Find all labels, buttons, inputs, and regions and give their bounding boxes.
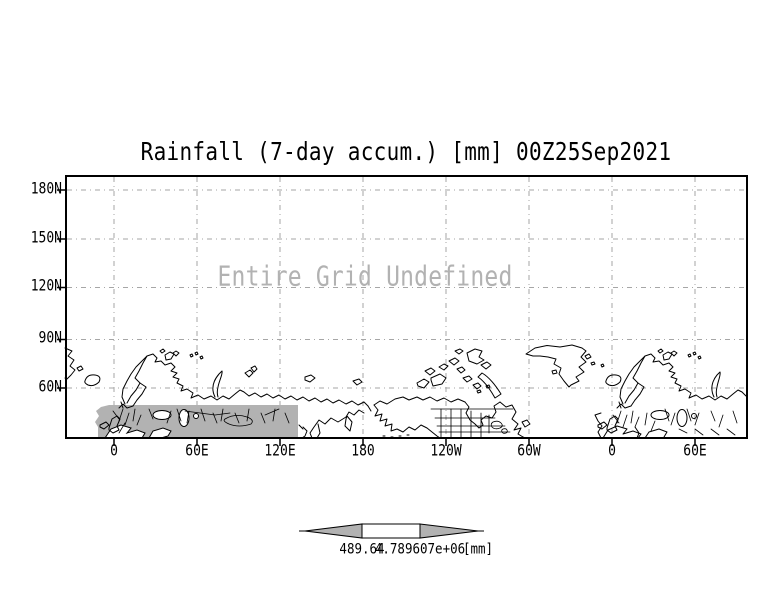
x-axis-label-0a: 0 [110, 442, 118, 461]
political-borders [112, 408, 738, 439]
grid-lines [67, 177, 746, 437]
y-axis-label-90n: 90N [38, 329, 62, 348]
colorbar-min-label: 489.64 [339, 539, 385, 557]
plot-title: Rainfall (7-day accum.) [mm] 00Z25Sep202… [140, 137, 672, 166]
y-axis-label-120n: 120N [30, 277, 62, 296]
colorbar-right-arrow-icon [419, 523, 479, 539]
y-axis-label-60n: 60N [38, 378, 62, 397]
colorbar-box [361, 523, 421, 539]
map-plot-area [57, 175, 748, 446]
x-axis-label-120e: 120E [264, 442, 296, 461]
colorbar-left-arrow-icon [304, 523, 363, 539]
x-axis-label-120w: 120W [430, 442, 462, 461]
x-axis-label-60e: 60E [185, 442, 209, 461]
y-axis-label-150n: 150N [30, 229, 62, 248]
colorbar [299, 523, 484, 539]
coastlines [64, 344, 747, 439]
colorbar-max-label: 4.789607e+06 [374, 539, 466, 557]
undefined-grid-message: Entire Grid Undefined [217, 261, 513, 293]
x-axis-label-60e2: 60E [683, 442, 707, 461]
map-frame [65, 175, 748, 439]
x-axis-label-60w: 60W [517, 442, 541, 461]
black-sea [152, 410, 172, 420]
mediterranean-west [104, 424, 146, 439]
aral-sea [193, 413, 199, 419]
caspian-sea [178, 409, 190, 427]
y-axis-label-180n: 180N [30, 180, 62, 199]
land-shading [95, 405, 298, 439]
colorbar-units-label: [mm] [462, 539, 494, 557]
x-axis-label-0b: 0 [608, 442, 616, 461]
axis-ticks [57, 189, 696, 446]
x-axis-label-180: 180 [351, 442, 375, 461]
